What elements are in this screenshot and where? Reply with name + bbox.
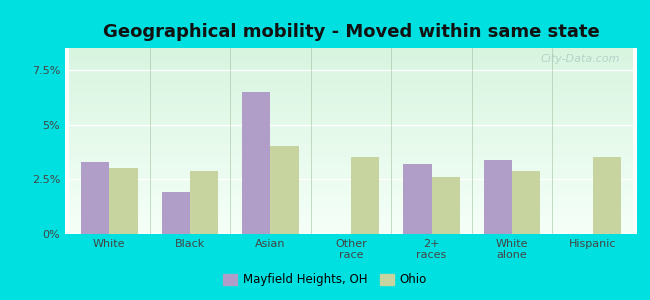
Bar bbox=[162, 192, 190, 234]
Bar bbox=[593, 158, 621, 234]
Bar bbox=[404, 164, 432, 234]
Text: City-Data.com: City-Data.com bbox=[540, 54, 620, 64]
Bar bbox=[432, 177, 460, 234]
Bar bbox=[270, 146, 298, 234]
Bar bbox=[351, 158, 379, 234]
Bar bbox=[190, 170, 218, 234]
Bar bbox=[512, 170, 540, 234]
Bar bbox=[81, 162, 109, 234]
Title: Geographical mobility - Moved within same state: Geographical mobility - Moved within sam… bbox=[103, 23, 599, 41]
Bar bbox=[484, 160, 512, 234]
Legend: Mayfield Heights, OH, Ohio: Mayfield Heights, OH, Ohio bbox=[218, 269, 432, 291]
Bar bbox=[242, 92, 270, 234]
Bar bbox=[109, 168, 138, 234]
